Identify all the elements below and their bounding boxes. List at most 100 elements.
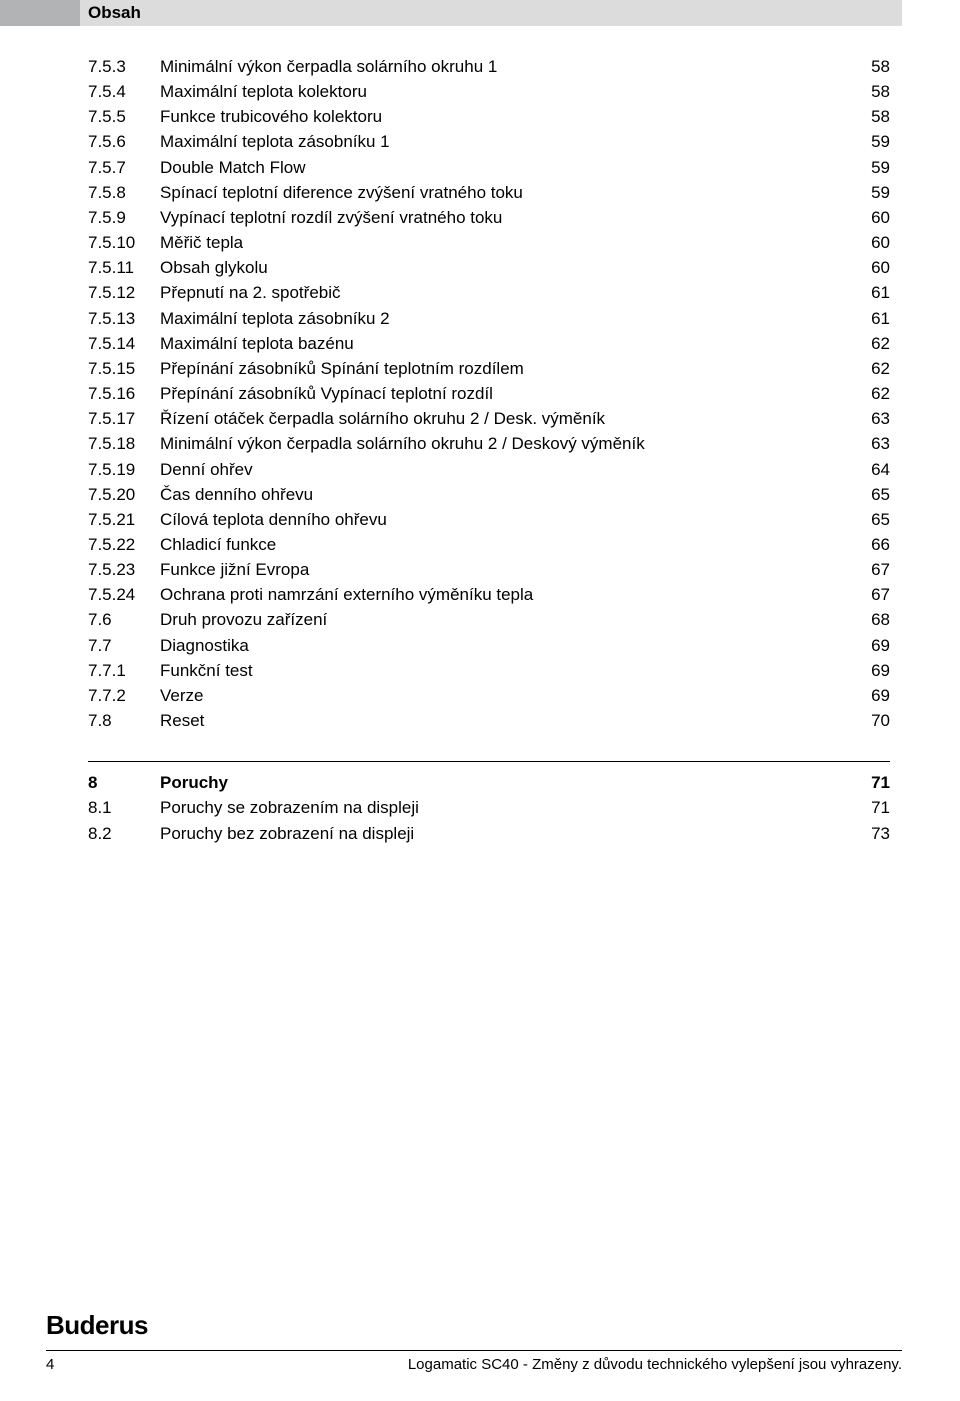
toc-row: 7.5.8Spínací teplotní diference zvýšení … bbox=[88, 180, 890, 205]
toc-number: 7.5.16 bbox=[88, 381, 160, 406]
toc-row: 8.2Poruchy bez zobrazení na displeji73 bbox=[88, 821, 890, 846]
toc-row: 7.5.18Minimální výkon čerpadla solárního… bbox=[88, 431, 890, 456]
toc-page: 73 bbox=[850, 821, 890, 846]
toc-row: 7.5.16Přepínání zásobníků Vypínací teplo… bbox=[88, 381, 890, 406]
toc-row: 7.5.7Double Match Flow59 bbox=[88, 155, 890, 180]
toc-number: 7.5.12 bbox=[88, 280, 160, 305]
toc-number: 7.5.24 bbox=[88, 582, 160, 607]
toc-row: 7.5.13Maximální teplota zásobníku 261 bbox=[88, 306, 890, 331]
toc-title: Maximální teplota zásobníku 2 bbox=[160, 306, 850, 331]
toc-title: Měřič tepla bbox=[160, 230, 850, 255]
toc-number: 7.6 bbox=[88, 607, 160, 632]
toc-page: 67 bbox=[850, 582, 890, 607]
toc-title: Chladicí funkce bbox=[160, 532, 850, 557]
toc-number: 7.5.11 bbox=[88, 255, 160, 280]
toc-row: 7.5.22Chladicí funkce66 bbox=[88, 532, 890, 557]
toc-number: 7.5.14 bbox=[88, 331, 160, 356]
toc-number: 8.1 bbox=[88, 795, 160, 820]
toc-row: 8.1Poruchy se zobrazením na displeji71 bbox=[88, 795, 890, 820]
toc-page: 61 bbox=[850, 280, 890, 305]
toc-page: 59 bbox=[850, 129, 890, 154]
toc-content: 7.5.3Minimální výkon čerpadla solárního … bbox=[88, 54, 890, 846]
toc-title: Poruchy bbox=[160, 770, 850, 795]
section-divider bbox=[88, 761, 890, 762]
toc-page: 69 bbox=[850, 633, 890, 658]
toc-number: 7.7.2 bbox=[88, 683, 160, 708]
toc-row: 7.7.2Verze69 bbox=[88, 683, 890, 708]
toc-row: 7.5.10Měřič tepla60 bbox=[88, 230, 890, 255]
toc-row: 7.5.14Maximální teplota bazénu62 bbox=[88, 331, 890, 356]
toc-title: Poruchy se zobrazením na displeji bbox=[160, 795, 850, 820]
toc-page: 62 bbox=[850, 331, 890, 356]
toc-page: 58 bbox=[850, 54, 890, 79]
toc-number: 8 bbox=[88, 770, 160, 795]
toc-number: 7.5.9 bbox=[88, 205, 160, 230]
toc-number: 7.5.18 bbox=[88, 431, 160, 456]
toc-row: 7.7Diagnostika69 bbox=[88, 633, 890, 658]
toc-title: Druh provozu zařízení bbox=[160, 607, 850, 632]
toc-title: Přepínání zásobníků Vypínací teplotní ro… bbox=[160, 381, 850, 406]
footer-rule bbox=[46, 1350, 902, 1351]
toc-number: 7.5.6 bbox=[88, 129, 160, 154]
toc-page: 63 bbox=[850, 431, 890, 456]
toc-row: 7.5.5Funkce trubicového kolektoru58 bbox=[88, 104, 890, 129]
toc-title: Double Match Flow bbox=[160, 155, 850, 180]
toc-page: 68 bbox=[850, 607, 890, 632]
toc-page: 59 bbox=[850, 155, 890, 180]
toc-row: 7.5.6Maximální teplota zásobníku 159 bbox=[88, 129, 890, 154]
toc-title: Funkční test bbox=[160, 658, 850, 683]
toc-page: 65 bbox=[850, 482, 890, 507]
footer-note: Logamatic SC40 - Změny z důvodu technick… bbox=[408, 1356, 902, 1373]
toc-title: Poruchy bez zobrazení na displeji bbox=[160, 821, 850, 846]
toc-row: 7.5.15Přepínání zásobníků Spínání teplot… bbox=[88, 356, 890, 381]
toc-title: Maximální teplota bazénu bbox=[160, 331, 850, 356]
toc-page: 69 bbox=[850, 658, 890, 683]
toc-page: 67 bbox=[850, 557, 890, 582]
toc-title: Obsah glykolu bbox=[160, 255, 850, 280]
toc-page: 71 bbox=[850, 795, 890, 820]
toc-row: 7.5.21Cílová teplota denního ohřevu65 bbox=[88, 507, 890, 532]
toc-page: 58 bbox=[850, 79, 890, 104]
brand-logo: Buderus bbox=[46, 1310, 148, 1341]
toc-title: Spínací teplotní diference zvýšení vratn… bbox=[160, 180, 850, 205]
toc-title: Čas denního ohřevu bbox=[160, 482, 850, 507]
toc-page: 71 bbox=[850, 770, 890, 795]
toc-page: 62 bbox=[850, 381, 890, 406]
toc-title: Přepnutí na 2. spotřebič bbox=[160, 280, 850, 305]
toc-page: 58 bbox=[850, 104, 890, 129]
toc-row: 7.8Reset70 bbox=[88, 708, 890, 733]
toc-number: 7.5.13 bbox=[88, 306, 160, 331]
toc-page: 64 bbox=[850, 457, 890, 482]
toc-row: 7.5.23Funkce jižní Evropa67 bbox=[88, 557, 890, 582]
toc-number: 7.8 bbox=[88, 708, 160, 733]
toc-number: 7.5.10 bbox=[88, 230, 160, 255]
toc-number: 7.5.5 bbox=[88, 104, 160, 129]
toc-section-8: 8Poruchy718.1Poruchy se zobrazením na di… bbox=[88, 770, 890, 845]
toc-title: Maximální teplota zásobníku 1 bbox=[160, 129, 850, 154]
header-title: Obsah bbox=[88, 3, 141, 23]
toc-row: 7.5.9Vypínací teplotní rozdíl zvýšení vr… bbox=[88, 205, 890, 230]
toc-number: 7.5.7 bbox=[88, 155, 160, 180]
toc-title: Vypínací teplotní rozdíl zvýšení vratnéh… bbox=[160, 205, 850, 230]
toc-section-7: 7.5.3Minimální výkon čerpadla solárního … bbox=[88, 54, 890, 733]
toc-row: 7.5.3Minimální výkon čerpadla solárního … bbox=[88, 54, 890, 79]
toc-title: Cílová teplota denního ohřevu bbox=[160, 507, 850, 532]
toc-number: 7.5.22 bbox=[88, 532, 160, 557]
toc-number: 7.5.20 bbox=[88, 482, 160, 507]
toc-page: 60 bbox=[850, 205, 890, 230]
toc-page: 65 bbox=[850, 507, 890, 532]
header-tab bbox=[0, 0, 80, 26]
toc-title: Ochrana proti namrzání externího výměník… bbox=[160, 582, 850, 607]
toc-title: Minimální výkon čerpadla solárního okruh… bbox=[160, 431, 850, 456]
toc-page: 62 bbox=[850, 356, 890, 381]
toc-title: Maximální teplota kolektoru bbox=[160, 79, 850, 104]
toc-title: Funkce jižní Evropa bbox=[160, 557, 850, 582]
page-number: 4 bbox=[46, 1356, 54, 1373]
toc-row: 7.5.19Denní ohřev64 bbox=[88, 457, 890, 482]
toc-number: 7.7 bbox=[88, 633, 160, 658]
toc-row: 7.5.20Čas denního ohřevu65 bbox=[88, 482, 890, 507]
toc-row: 7.5.24Ochrana proti namrzání externího v… bbox=[88, 582, 890, 607]
toc-title: Funkce trubicového kolektoru bbox=[160, 104, 850, 129]
header-bar: Obsah bbox=[80, 0, 902, 26]
toc-title: Denní ohřev bbox=[160, 457, 850, 482]
